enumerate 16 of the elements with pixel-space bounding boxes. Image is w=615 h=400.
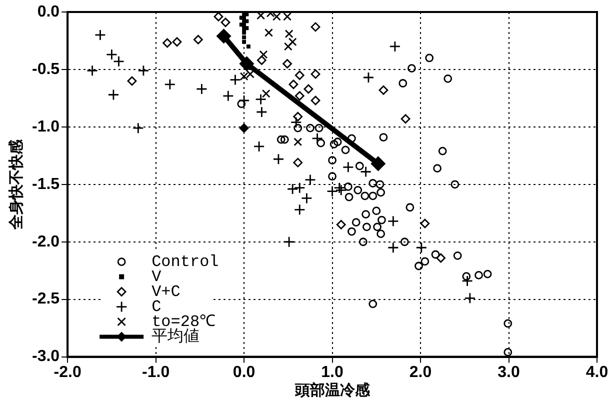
y-tick-label: -0.5 [32,60,60,78]
y-tick-label: -2.0 [32,233,60,250]
y-tick-label: -1.5 [32,176,60,193]
y-tick-label: -1.0 [32,118,60,136]
x-axis-title: 頭部温冷感 [294,381,371,400]
x-tick-label: 4.0 [586,364,608,381]
y-tick-label: -3.0 [32,348,60,366]
x-tick-label: 1.0 [321,364,344,381]
x-tick-label: 3.0 [498,364,520,381]
y-tick-label: 0.0 [37,3,60,20]
x-tick-label: -1.0 [142,364,170,381]
y-tick-label: -2.5 [32,290,60,308]
x-tick-label: 0.0 [232,364,256,381]
x-tick-label: 2.0 [409,364,432,381]
x-tick-label: -2.0 [54,364,82,381]
y-axis-title: 全身快不快感 [8,138,26,230]
